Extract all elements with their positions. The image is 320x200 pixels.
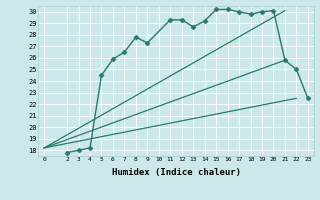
X-axis label: Humidex (Indice chaleur): Humidex (Indice chaleur): [111, 168, 241, 177]
